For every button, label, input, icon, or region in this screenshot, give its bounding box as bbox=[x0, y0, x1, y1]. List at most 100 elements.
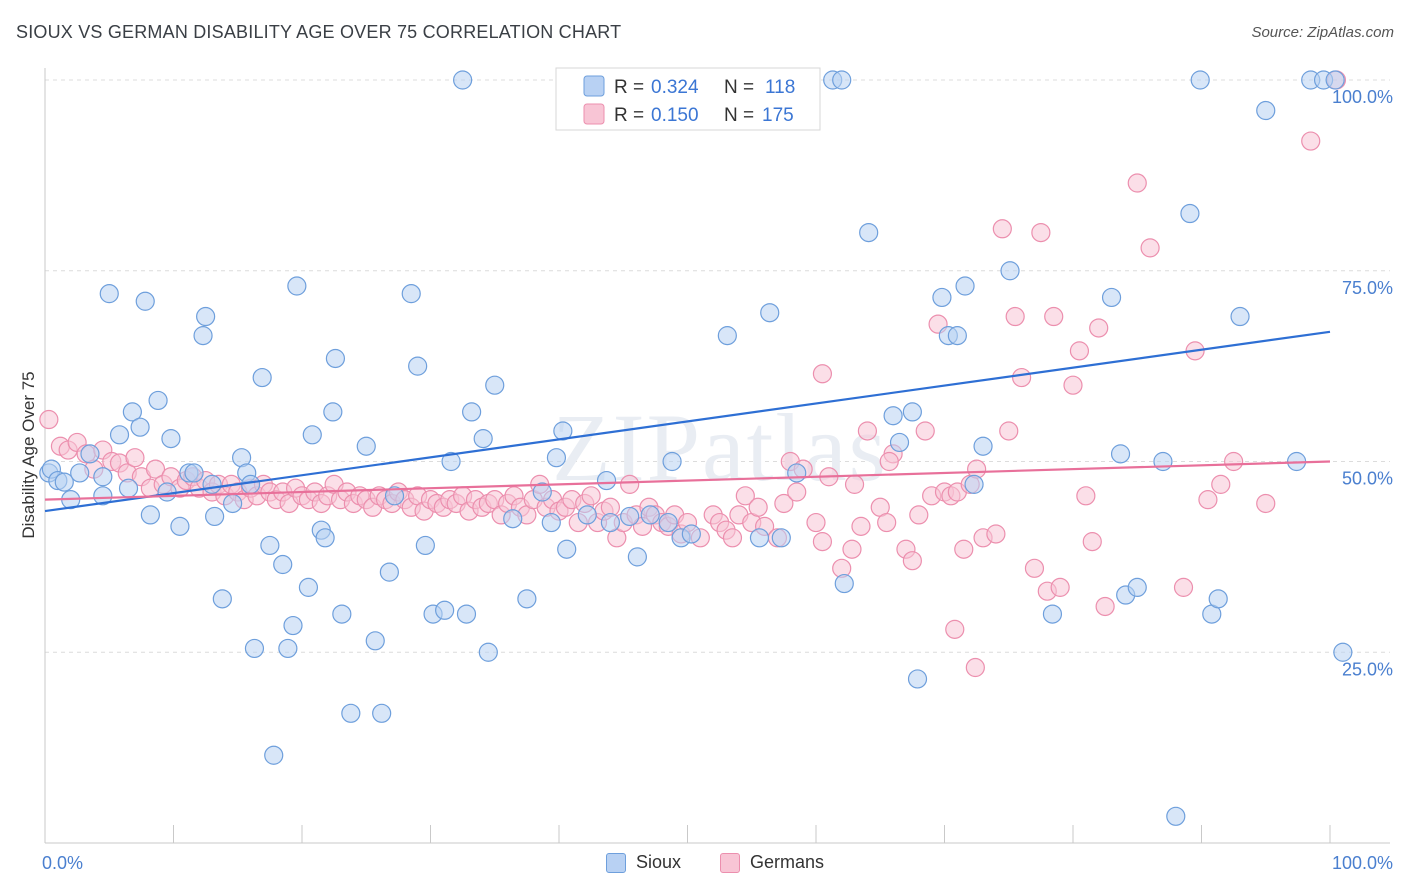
germans-point bbox=[39, 409, 59, 430]
sioux-point bbox=[947, 326, 967, 346]
sioux-point bbox=[341, 703, 361, 723]
germans-point bbox=[748, 497, 768, 517]
sioux-point bbox=[54, 472, 74, 492]
sioux-point bbox=[620, 506, 640, 527]
sioux-point bbox=[662, 451, 682, 472]
germans-r-label: R = bbox=[614, 105, 644, 126]
bottom-legend: Sioux Germans bbox=[0, 850, 1406, 880]
germans-points bbox=[39, 70, 1347, 678]
sioux-point bbox=[80, 444, 100, 464]
sioux-point bbox=[902, 402, 922, 422]
sioux-point bbox=[478, 642, 498, 662]
sioux-point bbox=[1000, 261, 1020, 281]
sioux-n-label: N = bbox=[724, 77, 754, 98]
sioux-point bbox=[557, 539, 577, 559]
gridlines bbox=[45, 79, 1390, 653]
sioux-point bbox=[577, 505, 597, 525]
germans-point bbox=[774, 493, 794, 514]
germans-point bbox=[581, 486, 601, 506]
sioux-point bbox=[485, 375, 505, 395]
sioux-point bbox=[749, 528, 770, 548]
sioux-point bbox=[401, 284, 421, 304]
sioux-point bbox=[973, 436, 993, 456]
sioux-point bbox=[99, 284, 119, 304]
germans-n-value: 175 bbox=[762, 105, 794, 126]
germans-point bbox=[1301, 131, 1321, 151]
sioux-point bbox=[832, 70, 852, 90]
germans-swatch bbox=[720, 852, 740, 873]
germans-point bbox=[812, 364, 833, 384]
sioux-point bbox=[252, 367, 272, 388]
sioux-point bbox=[298, 577, 319, 597]
germans-point bbox=[844, 474, 865, 494]
sioux-point bbox=[1166, 806, 1186, 826]
germans-point bbox=[1089, 318, 1109, 338]
sioux-point bbox=[140, 505, 160, 525]
sioux-point bbox=[260, 535, 280, 556]
germans-point bbox=[1224, 451, 1244, 472]
sioux-point bbox=[627, 547, 647, 567]
sioux-point bbox=[541, 512, 561, 533]
sioux-point bbox=[462, 402, 482, 422]
sioux-point bbox=[889, 432, 910, 453]
y-tick-label: 100.0% bbox=[1332, 87, 1393, 107]
sioux-point bbox=[1127, 577, 1147, 597]
legend-item-germans: Germans bbox=[720, 852, 824, 873]
sioux-n-value: 118 bbox=[765, 77, 795, 98]
germans-legend-swatch bbox=[583, 103, 605, 125]
sioux-point bbox=[596, 470, 617, 491]
germans-point bbox=[992, 219, 1012, 239]
germans-point bbox=[1076, 486, 1096, 506]
germans-point bbox=[1198, 490, 1218, 510]
germans-point bbox=[857, 421, 878, 441]
germans-point bbox=[812, 532, 833, 552]
sioux-point bbox=[517, 589, 537, 609]
sioux-point bbox=[287, 276, 307, 296]
germans-point bbox=[986, 524, 1006, 544]
sioux-point bbox=[600, 512, 621, 533]
sioux-point bbox=[356, 436, 376, 456]
sioux-point bbox=[681, 524, 701, 544]
germans-point bbox=[999, 421, 1019, 441]
chart-title: SIOUX VS GERMAN DISABILITY AGE OVER 75 C… bbox=[16, 22, 622, 42]
sioux-point bbox=[859, 223, 879, 243]
sioux-point bbox=[1325, 70, 1345, 90]
germans-point bbox=[965, 657, 985, 678]
sioux-point bbox=[717, 326, 737, 346]
sioux-swatch bbox=[606, 852, 626, 873]
sioux-point bbox=[384, 486, 405, 506]
germans-point bbox=[851, 516, 871, 536]
germans-point bbox=[1024, 558, 1045, 578]
sioux-point bbox=[202, 474, 222, 494]
sioux-r-value: 0.324 bbox=[651, 77, 699, 98]
sioux-point bbox=[553, 421, 573, 441]
sioux-point bbox=[771, 528, 791, 548]
sioux-point bbox=[1333, 642, 1353, 662]
germans-point bbox=[722, 528, 743, 548]
legend-item-sioux: Sioux bbox=[606, 852, 681, 873]
sioux-point bbox=[278, 638, 298, 659]
germans-point bbox=[806, 512, 826, 533]
sioux-point bbox=[456, 604, 477, 624]
germans-point bbox=[1127, 173, 1147, 193]
sioux-legend-swatch bbox=[583, 75, 605, 97]
germans-point bbox=[1063, 375, 1083, 395]
sioux-point bbox=[415, 535, 435, 556]
germans-point bbox=[620, 474, 640, 494]
sioux-point bbox=[223, 493, 243, 514]
sioux-point bbox=[93, 467, 113, 487]
sioux-point bbox=[964, 474, 984, 494]
x-tick-label: 0.0% bbox=[42, 853, 83, 873]
sioux-point bbox=[122, 402, 142, 422]
y-axis-label: Disability Age Over 75 bbox=[19, 371, 38, 538]
sioux-point bbox=[503, 509, 523, 529]
germans-point bbox=[1031, 223, 1051, 243]
germans-point bbox=[842, 539, 862, 559]
sioux-point bbox=[453, 70, 473, 90]
sioux-point bbox=[787, 463, 807, 483]
germans-point bbox=[787, 482, 807, 502]
sioux-point bbox=[93, 486, 113, 506]
axes bbox=[44, 68, 1390, 844]
sioux-point bbox=[130, 417, 150, 437]
